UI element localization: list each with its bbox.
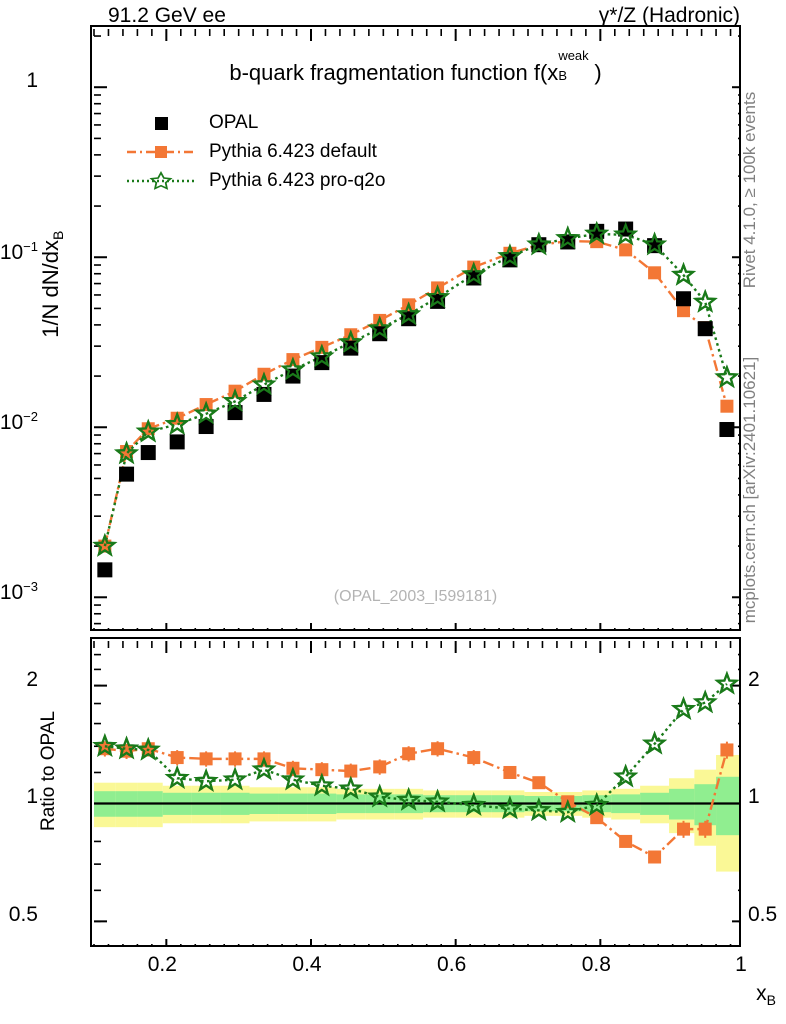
ratio-y-tick-right-0: 2 — [748, 667, 760, 691]
legend-label-opal: OPAL — [209, 111, 259, 133]
legend-entry-pythia-default: Pythia 6.423 default — [125, 137, 385, 166]
plot-title-sup: weak — [558, 48, 589, 63]
legend: OPAL Pythia 6.423 default Pythia 6.423 p… — [125, 108, 385, 195]
ratio-y-axis-label: Ratio to OPAL — [38, 710, 59, 832]
beam-energy-label: 91.2 GeV ee — [108, 4, 226, 27]
legend-key-opal — [125, 113, 199, 133]
process-label: γ*/Z (Hadronic) — [598, 4, 740, 27]
plot-title-pre: b-quark fragmentation function f(x — [229, 60, 559, 85]
x-tick-label-0: 0.2 — [147, 953, 177, 976]
y-axis-label-sub: B — [50, 230, 67, 240]
y-axis-label: 1/N dN/dxB — [38, 184, 66, 384]
rivet-version-caption: Rivet 4.1.0, ≥ 100k events — [740, 91, 759, 289]
plot-title: b-quark fragmentation function f(x weak B) — [90, 48, 741, 86]
ratio-plot-panel — [90, 637, 741, 947]
y-tick-label-3: 10−3 — [0, 579, 38, 605]
legend-label-pythia-default: Pythia 6.423 default — [209, 140, 377, 162]
x-tick-label-2: 0.6 — [437, 953, 467, 976]
y-tick-label-1: 10−1 — [0, 239, 38, 265]
mcplots-source-caption: mcplots.cern.ch [arXiv:2401.10621] — [740, 356, 759, 624]
main-plot-panel — [90, 25, 741, 631]
legend-entry-opal: OPAL — [125, 108, 385, 137]
analysis-id-watermark: (OPAL_2003_I599181) — [333, 588, 498, 605]
y-axis-label-text: 1/N dN/dx — [37, 239, 63, 338]
ratio-y-tick-right-2: 0.5 — [748, 903, 778, 927]
ratio-y-tick-left-2: 0.5 — [8, 903, 38, 927]
x-tick-label-4: 1 — [735, 953, 747, 976]
legend-key-pythia-proq2o — [125, 170, 199, 191]
legend-key-pythia-default — [125, 142, 199, 162]
x-axis-label: xB — [756, 982, 776, 1008]
x-tick-label-3: 0.8 — [581, 953, 611, 976]
ratio-y-tick-left-0: 2 — [26, 667, 38, 691]
legend-label-pythia-proq2o: Pythia 6.423 pro-q2o — [209, 169, 386, 191]
x-tick-label-1: 0.4 — [292, 953, 322, 976]
x-axis-label-text: x — [756, 982, 767, 1005]
ratio-y-tick-left-1: 1 — [26, 785, 38, 809]
legend-entry-pythia-proq2o: Pythia 6.423 pro-q2o — [125, 166, 385, 195]
y-tick-label-2: 10−2 — [0, 409, 38, 435]
ratio-y-tick-right-1: 1 — [748, 785, 760, 809]
plot-title-post: ) — [594, 60, 602, 85]
y-tick-label-0: 1 — [26, 69, 38, 93]
x-axis-label-sub: B — [766, 992, 776, 1009]
plot-title-sub: B — [558, 68, 567, 83]
